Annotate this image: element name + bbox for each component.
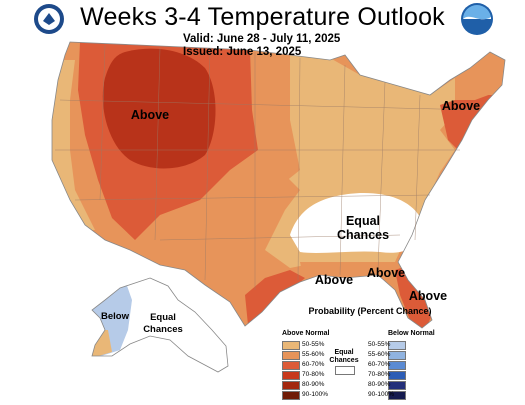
legend-above-label: 50-55% <box>302 341 325 348</box>
legend-above-label: 80-90% <box>302 381 325 388</box>
alaska-outline <box>91 277 229 373</box>
legend-above-header: Above Normal <box>282 330 330 337</box>
label-equal-chances-se: Equal Chances <box>336 214 390 242</box>
noaa-logo-icon <box>461 3 493 35</box>
label-equal-chances-ak: Equal Chances <box>143 312 183 335</box>
legend-below-swatch <box>388 341 406 350</box>
legend-below-swatch <box>388 391 406 400</box>
legend-below-label: 50-55% <box>368 341 391 348</box>
legend-above-swatch <box>282 341 300 350</box>
issued-date: Issued: June 13, 2025 <box>183 46 302 58</box>
legend-below-label: 60-70% <box>368 361 391 368</box>
zone-60-70-florida <box>395 265 432 328</box>
label-above-gulf-tx: Above <box>314 273 354 287</box>
doc-seal-icon <box>34 4 64 34</box>
legend-equal-label: Equal Chances <box>329 349 359 364</box>
legend-below-label: 70-80% <box>368 371 391 378</box>
legend-above-label: 70-80% <box>302 371 325 378</box>
legend-equal-swatch <box>335 366 355 375</box>
label-above-florida: Above <box>408 289 448 303</box>
zone-equal-chances <box>290 192 425 253</box>
label-below-alaska: Below <box>101 311 129 322</box>
label-above-gulf-la: Above <box>366 266 406 280</box>
legend-above-swatch <box>282 391 300 400</box>
legend-above-label: 55-60% <box>302 351 325 358</box>
legend-below-swatch <box>388 351 406 360</box>
label-above-west: Above <box>130 108 170 122</box>
legend-above-swatch <box>282 371 300 380</box>
legend-below-label: 80-90% <box>368 381 391 388</box>
legend-below-header: Below Normal <box>388 330 435 337</box>
legend-above-label: 60-70% <box>302 361 325 368</box>
zone-55-60-northeast <box>455 52 505 100</box>
legend-title: Probability (Percent Chance) <box>308 306 432 316</box>
valid-dates: Valid: June 28 - July 11, 2025 <box>183 33 341 45</box>
legend-below-swatch <box>388 381 406 390</box>
page-title: Weeks 3-4 Temperature Outlook <box>80 3 445 31</box>
legend-above-swatch <box>282 361 300 370</box>
header: Weeks 3-4 Temperature Outlook Valid: Jun… <box>0 0 525 60</box>
legend-below-label: 90-100% <box>368 391 395 398</box>
zone-70-80-core <box>102 48 216 169</box>
legend-below-swatch <box>388 371 406 380</box>
zone-55-60-plains <box>250 50 300 190</box>
state-lines <box>55 44 481 290</box>
legend-below-label: 55-60% <box>368 351 391 358</box>
label-above-northeast: Above <box>441 99 481 113</box>
legend-below-swatch <box>388 361 406 370</box>
legend-above-label: 90-100% <box>302 391 329 398</box>
legend-above-swatch <box>282 381 300 390</box>
legend-above-swatch <box>282 351 300 360</box>
conus-outline <box>51 41 506 329</box>
